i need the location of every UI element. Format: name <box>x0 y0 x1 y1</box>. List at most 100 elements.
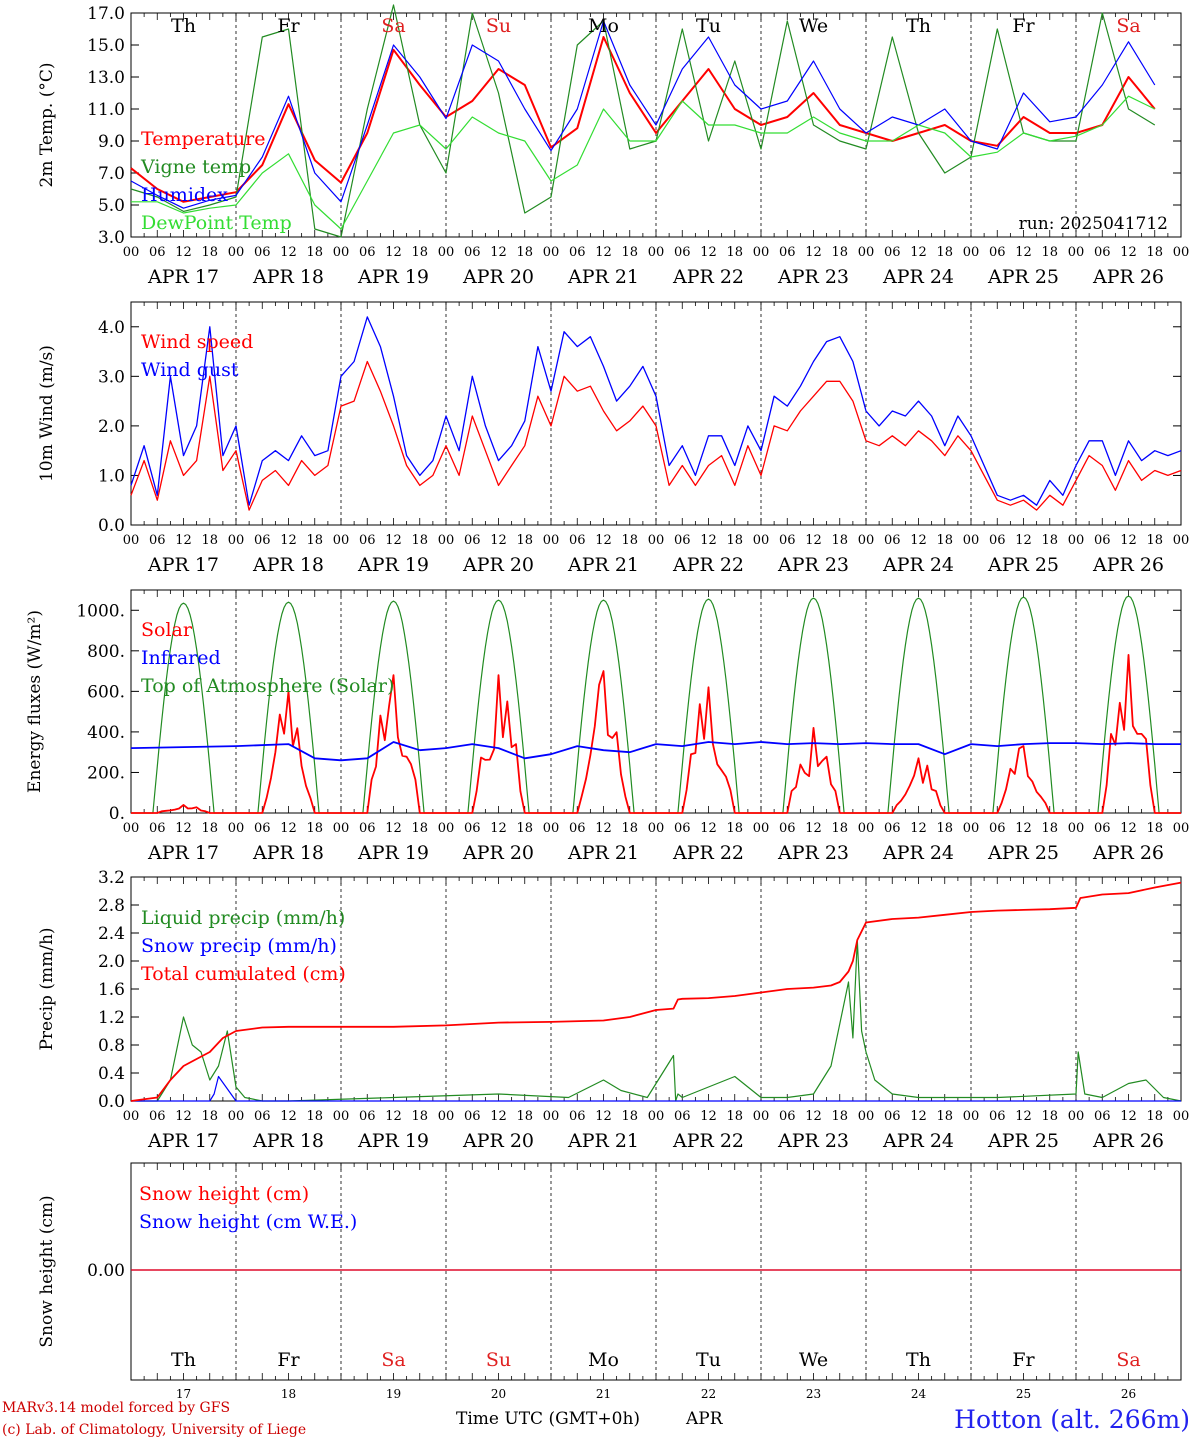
day-name: We <box>799 1349 828 1371</box>
hour-label: 18 <box>411 533 428 548</box>
date-label: APR 21 <box>567 842 639 864</box>
date-label: APR 18 <box>252 1130 324 1152</box>
hour-label: 18 <box>1146 533 1163 548</box>
y-tick-label: 3.0 <box>98 228 125 248</box>
hour-label: 00 <box>753 1109 770 1124</box>
hour-label: 18 <box>1041 821 1058 836</box>
panel-frame-wind <box>130 301 1182 526</box>
date-label: APR 23 <box>777 1130 849 1152</box>
y-axis-label: Energy fluxes (W/m²) <box>25 610 45 793</box>
day-name: Mo <box>588 15 619 37</box>
legend-entry: Snow height (cm W.E.) <box>139 1211 357 1233</box>
date-label: APR 17 <box>147 554 219 576</box>
hour-label: 12 <box>490 1109 507 1124</box>
hour-label: 12 <box>805 533 822 548</box>
hour-label: 00 <box>753 533 770 548</box>
y-tick-label: 17.0 <box>87 4 125 24</box>
hour-label: 18 <box>306 533 323 548</box>
y-axis-label: 2m Temp. (°C) <box>37 62 57 187</box>
hour-label: 00 <box>228 1109 245 1124</box>
y-tick-label: 1.2 <box>98 1008 125 1028</box>
y-axis-label: Precip (mm/h) <box>37 927 57 1050</box>
hour-label: 12 <box>280 533 297 548</box>
hour-label: 06 <box>1094 245 1111 260</box>
y-tick-label: 3.2 <box>98 868 125 888</box>
hour-label: 12 <box>1015 533 1032 548</box>
y-tick-label: 0. <box>109 804 125 824</box>
hour-label: 12 <box>385 245 402 260</box>
legend-entry: DewPoint Temp <box>141 212 292 234</box>
hour-label: 06 <box>254 245 271 260</box>
hour-label: 12 <box>805 821 822 836</box>
date-label: APR 19 <box>357 266 429 288</box>
hour-label: 06 <box>569 821 586 836</box>
hour-label: 18 <box>621 1109 638 1124</box>
y-tick-label: 4.0 <box>98 318 125 338</box>
hour-label: 12 <box>175 245 192 260</box>
hour-label: 18 <box>936 245 953 260</box>
hour-label: 00 <box>858 821 875 836</box>
hour-label: 18 <box>201 245 218 260</box>
hour-label: 12 <box>595 821 612 836</box>
hour-label: 06 <box>884 821 901 836</box>
hour-label: 06 <box>149 533 166 548</box>
y-tick-label: 1.6 <box>98 980 125 1000</box>
hour-label: 00 <box>963 1109 980 1124</box>
series-line-wind-gust <box>130 316 1182 506</box>
y-tick-label: 1000. <box>76 601 125 621</box>
legend-entry: Total cumulated (cm) <box>141 963 346 985</box>
hour-label: 12 <box>280 245 297 260</box>
date-label: APR 23 <box>777 842 849 864</box>
day-name: Tu <box>696 15 721 37</box>
hour-label: 12 <box>700 821 717 836</box>
legend-entry: Liquid precip (mm/h) <box>141 907 345 929</box>
hour-label: 06 <box>779 821 796 836</box>
hour-label: 00 <box>333 821 350 836</box>
day-number: 24 <box>911 1387 927 1401</box>
hour-label: 18 <box>1146 1109 1163 1124</box>
hour-label: 06 <box>569 1109 586 1124</box>
hour-label: 06 <box>254 821 271 836</box>
hour-label: 18 <box>516 533 533 548</box>
hour-label: 12 <box>385 1109 402 1124</box>
y-tick-label: 2.0 <box>98 417 125 437</box>
legend-entry: Snow precip (mm/h) <box>141 935 337 957</box>
legend-entry: Humidex <box>141 184 228 206</box>
hour-label: 18 <box>1041 245 1058 260</box>
hour-label: 06 <box>989 821 1006 836</box>
hour-label: 18 <box>831 245 848 260</box>
day-name: Sa <box>381 1349 405 1371</box>
hour-label: 06 <box>989 533 1006 548</box>
date-label: APR 20 <box>462 1130 534 1152</box>
hour-label: 06 <box>674 1109 691 1124</box>
hour-label: 00 <box>543 1109 560 1124</box>
date-label: APR 24 <box>882 1130 954 1152</box>
hour-label: 00 <box>858 533 875 548</box>
date-label: APR 26 <box>1092 554 1164 576</box>
hour-label: 18 <box>831 1109 848 1124</box>
date-label: APR 22 <box>672 1130 744 1152</box>
date-label: APR 25 <box>987 554 1059 576</box>
series-line-temperature <box>130 36 1156 203</box>
y-tick-label: 2.0 <box>98 952 125 972</box>
day-name: Fr <box>1012 1349 1035 1371</box>
hour-label: 00 <box>648 533 665 548</box>
hour-label: 06 <box>359 533 376 548</box>
hour-label: 00 <box>963 821 980 836</box>
day-number: 22 <box>701 1387 716 1401</box>
y-axis-label: 10m Wind (m/s) <box>37 345 57 482</box>
hour-label: 12 <box>910 1109 927 1124</box>
hour-label: 18 <box>621 245 638 260</box>
y-tick-label: 0.4 <box>98 1064 125 1084</box>
hour-label: 12 <box>1120 1109 1137 1124</box>
y-tick-label: 0.00 <box>87 1261 125 1281</box>
date-label: APR 19 <box>357 1130 429 1152</box>
y-tick-label: 2.4 <box>98 924 125 944</box>
y-tick-label: 7.0 <box>98 164 125 184</box>
hour-label: 00 <box>648 1109 665 1124</box>
hour-label: 12 <box>700 1109 717 1124</box>
hour-label: 00 <box>228 533 245 548</box>
day-name: Mo <box>588 1349 619 1371</box>
hour-label: 00 <box>228 245 245 260</box>
